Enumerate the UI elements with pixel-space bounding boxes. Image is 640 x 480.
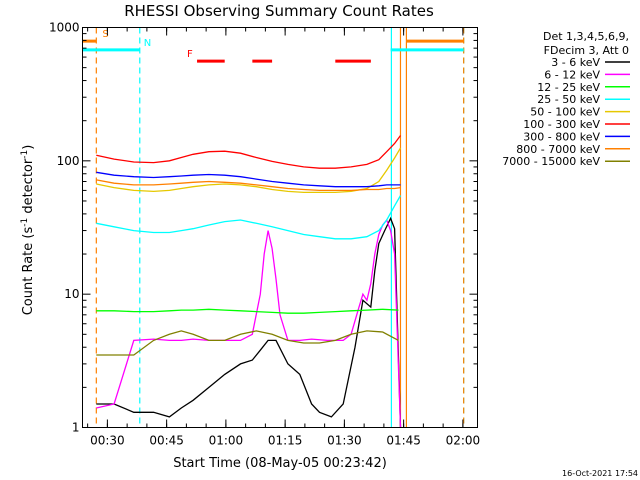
x-tick-label: 00:45 bbox=[149, 434, 184, 448]
legend-label: 50 - 100 keV bbox=[530, 106, 600, 119]
x-tick-label: 01:30 bbox=[327, 434, 362, 448]
legend-header: Det 1,3,4,5,6,9, bbox=[543, 30, 629, 43]
legend-label: 300 - 800 keV bbox=[523, 130, 600, 143]
legend-label: 12 - 25 keV bbox=[537, 81, 600, 94]
plot-area: S N F bbox=[82, 27, 465, 428]
y-tick-label: 1 bbox=[72, 421, 80, 435]
legend-header: FDecim 3, Att 0 bbox=[544, 44, 629, 57]
y-axis: 1 10 100 1000 bbox=[49, 21, 478, 435]
x-axis: 00:30 00:45 01:00 01:15 01:30 01:45 02:00 bbox=[87, 27, 481, 448]
legend-label: 100 - 300 keV bbox=[523, 118, 600, 131]
series-line bbox=[96, 218, 402, 428]
series-line bbox=[96, 135, 402, 169]
y-axis-label: Count Rate (s-1 detector-1) bbox=[20, 145, 36, 316]
y-tick-label: 100 bbox=[57, 154, 80, 168]
series-line bbox=[96, 147, 402, 194]
x-tick-label: 01:00 bbox=[209, 434, 244, 448]
flag-label: N bbox=[144, 38, 151, 49]
series-line bbox=[96, 171, 401, 188]
footer-timestamp: 16-Oct-2021 17:54 bbox=[562, 469, 638, 478]
plot-layer: S N F bbox=[82, 27, 465, 428]
x-tick-label: 00:30 bbox=[90, 434, 125, 448]
x-tick-label: 01:15 bbox=[268, 434, 303, 448]
plot-frame bbox=[82, 27, 478, 428]
series-line bbox=[96, 216, 402, 428]
chart-title: RHESSI Observing Summary Count Rates bbox=[124, 2, 434, 20]
legend-label: 800 - 7000 keV bbox=[516, 143, 600, 156]
flag-label: F bbox=[187, 49, 193, 60]
x-tick-label: 01:45 bbox=[386, 434, 421, 448]
legend-label: 7000 - 15000 keV bbox=[502, 155, 600, 168]
series-line bbox=[96, 179, 401, 192]
legend: Det 1,3,4,5,6,9,FDecim 3, Att 03 - 6 keV… bbox=[502, 30, 630, 168]
y-tick-label: 1000 bbox=[49, 21, 80, 35]
legend-label: 25 - 50 keV bbox=[537, 93, 600, 106]
series-line bbox=[96, 308, 399, 314]
y-tick-label: 10 bbox=[64, 287, 79, 301]
x-axis-label: Start Time (08-May-05 00:23:42) bbox=[173, 456, 387, 471]
x-tick-label: 02:00 bbox=[446, 434, 481, 448]
legend-label: 3 - 6 keV bbox=[551, 56, 600, 69]
flag-label: S bbox=[102, 29, 108, 40]
series-line bbox=[96, 195, 402, 240]
series-line bbox=[96, 330, 399, 356]
legend-label: 6 - 12 keV bbox=[544, 68, 600, 81]
